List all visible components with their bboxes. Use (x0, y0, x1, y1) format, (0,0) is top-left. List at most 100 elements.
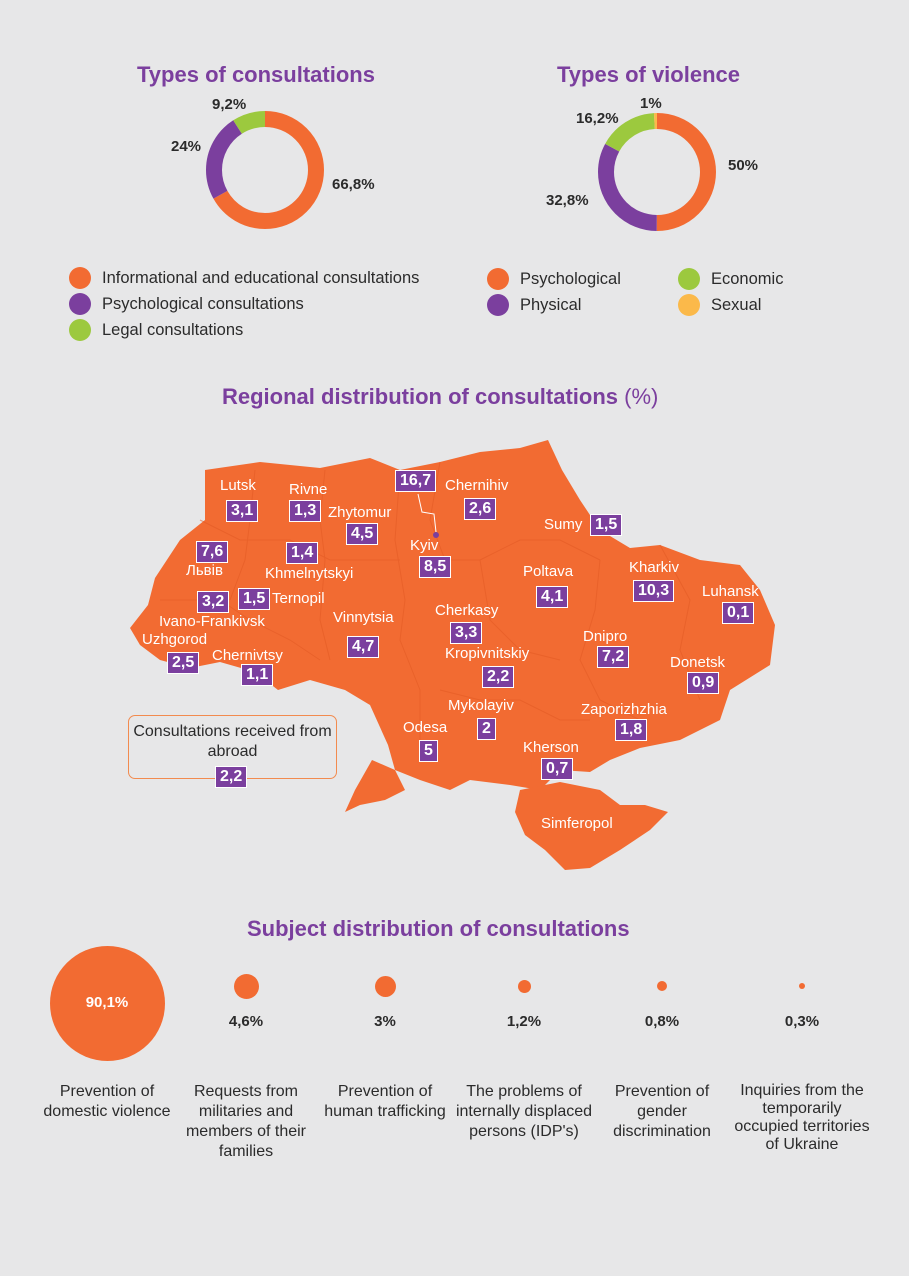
value-chernihiv: 2,6 (464, 498, 497, 520)
legend-label: Sexual (711, 295, 762, 314)
value-vinnytsia: 4,7 (347, 636, 380, 658)
value-sumy: 1,5 (590, 514, 623, 536)
value-kropivnitskiy: 2,2 (482, 666, 515, 688)
city-uzhgorod: Uzhgorod (142, 631, 208, 648)
legend-informational: Informational and educational consultati… (69, 267, 419, 289)
regional-title-text: Regional distribution of consultations (222, 384, 618, 409)
legend-label: Economic (711, 269, 784, 288)
legend-legal: Legal consultations (69, 319, 243, 341)
value-lviv: 7,6 (196, 541, 229, 563)
legend-economic: Economic (678, 268, 783, 290)
consultations-donut (206, 111, 324, 229)
value-dnipro: 7,2 (597, 646, 630, 668)
violence-value-label-psychological: 50% (728, 157, 759, 174)
value-kherson: 0,7 (541, 758, 574, 780)
consultations-title: Types of consultations (137, 62, 375, 87)
kyiv-marker (433, 532, 439, 538)
city-sumy: Sumy (544, 516, 583, 533)
city-simferopol: Simferopol (541, 815, 613, 832)
donut-slice-legal-consultations (206, 111, 324, 229)
city-dnipro: Dnipro (583, 628, 628, 645)
subject-label-idp: The problems of internally displaced per… (455, 1083, 593, 1140)
donut2-slices (598, 113, 716, 231)
value-zhytomur: 4,5 (346, 523, 379, 545)
city-kharkiv: Kharkiv (629, 559, 680, 576)
bubble-human-trafficking (375, 976, 396, 997)
regional-title: Regional distribution of consultations (… (222, 384, 658, 410)
value-poltava: 4,1 (536, 586, 569, 608)
value-kyiv-region: 8,5 (419, 556, 452, 578)
bubble-occupied-territories (799, 983, 805, 989)
legend-swatch (678, 268, 700, 290)
value-cherkasy: 3,3 (450, 622, 483, 644)
value-luhansk: 0,1 (722, 602, 755, 624)
abroad-box: Consultations received from abroad (128, 715, 337, 779)
subject-label-militaries: Requests from militaries and members of … (185, 1083, 307, 1160)
legend-label: Psychological consultations (102, 294, 304, 313)
odesa-southwest-shape (345, 760, 405, 812)
bubble-idp (518, 980, 531, 993)
legend-psychological: Psychological (487, 268, 621, 290)
subject-label-gender-discrimination: Prevention of gender discrimination (613, 1083, 711, 1140)
violence-value-label-sexual: 1% (640, 95, 662, 112)
abroad-label: Consultations received from abroad (133, 723, 332, 760)
violence-value-label-economic: 16,2% (576, 110, 619, 127)
subject-title: Subject distribution of consultations (247, 916, 630, 941)
legend-label: Informational and educational consultati… (102, 268, 420, 287)
bubble-value-domestic-violence: 90,1% (85, 994, 129, 1011)
value-kyiv-city: 16,7 (395, 470, 437, 492)
consultations-value-label-informational: 66,8% (332, 176, 375, 193)
city-kropivnitskiy: Kropivnitskiy (445, 645, 530, 662)
donut1-slices (206, 111, 324, 229)
city-khmelnytskyi: Khmelnytskyi (265, 565, 354, 582)
value-kharkiv: 10,3 (633, 580, 675, 602)
city-poltava: Poltava (523, 563, 574, 580)
city-odesa: Odesa (403, 719, 448, 736)
region-border (394, 469, 421, 740)
ukraine-mainland-shape (130, 440, 775, 790)
city-chernihiv: Chernihiv (445, 477, 509, 494)
city-rivne: Rivne (289, 481, 328, 498)
bubble-gender-discrimination (657, 981, 667, 991)
legend-psychological-consultations: Psychological consultations (69, 293, 304, 315)
subject-label-human-trafficking: Prevention of human trafficking (324, 1083, 446, 1120)
kyiv-leader-line (417, 493, 437, 533)
value-rivne: 1,3 (289, 500, 322, 522)
city-lviv: Львів (186, 562, 223, 579)
value-khmelnytskyi: 1,4 (286, 542, 319, 564)
bubble-domestic-violence (50, 946, 165, 1061)
value-mykolayiv: 2 (477, 718, 496, 740)
legend-sexual: Sexual (678, 294, 761, 316)
city-mykolayiv: Mykolayiv (448, 697, 514, 714)
consultations-value-label-psychological: 24% (171, 138, 202, 155)
city-lutsk: Lutsk (220, 477, 256, 494)
legend-swatch (487, 268, 509, 290)
region-border (479, 539, 601, 561)
city-chernivtsy: Chernivtsy (212, 647, 283, 664)
value-ivano-frankivsk: 3,2 (197, 591, 230, 613)
legend-label: Legal consultations (102, 320, 244, 339)
city-kherson: Kherson (523, 739, 579, 756)
legend-physical: Physical (487, 294, 581, 316)
city-zhytomur: Zhytomur (328, 504, 392, 521)
bubble-value-human-trafficking: 3% (374, 1013, 396, 1030)
value-ternopil: 1,5 (238, 588, 271, 610)
violence-value-label-physical: 32,8% (546, 192, 589, 209)
bubble-militaries (234, 974, 259, 999)
donut-slice-psychological-consultations (206, 111, 324, 229)
city-luhansk: Luhansk (702, 583, 759, 600)
donut-slice-physical (598, 113, 716, 231)
legend-swatch (678, 294, 700, 316)
legend-swatch (69, 267, 91, 289)
bubble-value-occupied-territories: 0,3% (784, 1013, 820, 1030)
value-donetsk: 0,9 (687, 672, 720, 694)
region-border (579, 559, 641, 721)
legend-swatch (69, 293, 91, 315)
crimea-shape (515, 782, 668, 870)
city-ternopil: Ternopil (272, 590, 325, 607)
value-zaporizhzhia: 1,8 (615, 719, 648, 741)
city-cherkasy: Cherkasy (435, 602, 499, 619)
value-chernivtsy: 1,1 (241, 664, 274, 686)
bubble-value-idp: 1,2% (506, 1013, 542, 1030)
value-lutsk: 3,1 (226, 500, 259, 522)
